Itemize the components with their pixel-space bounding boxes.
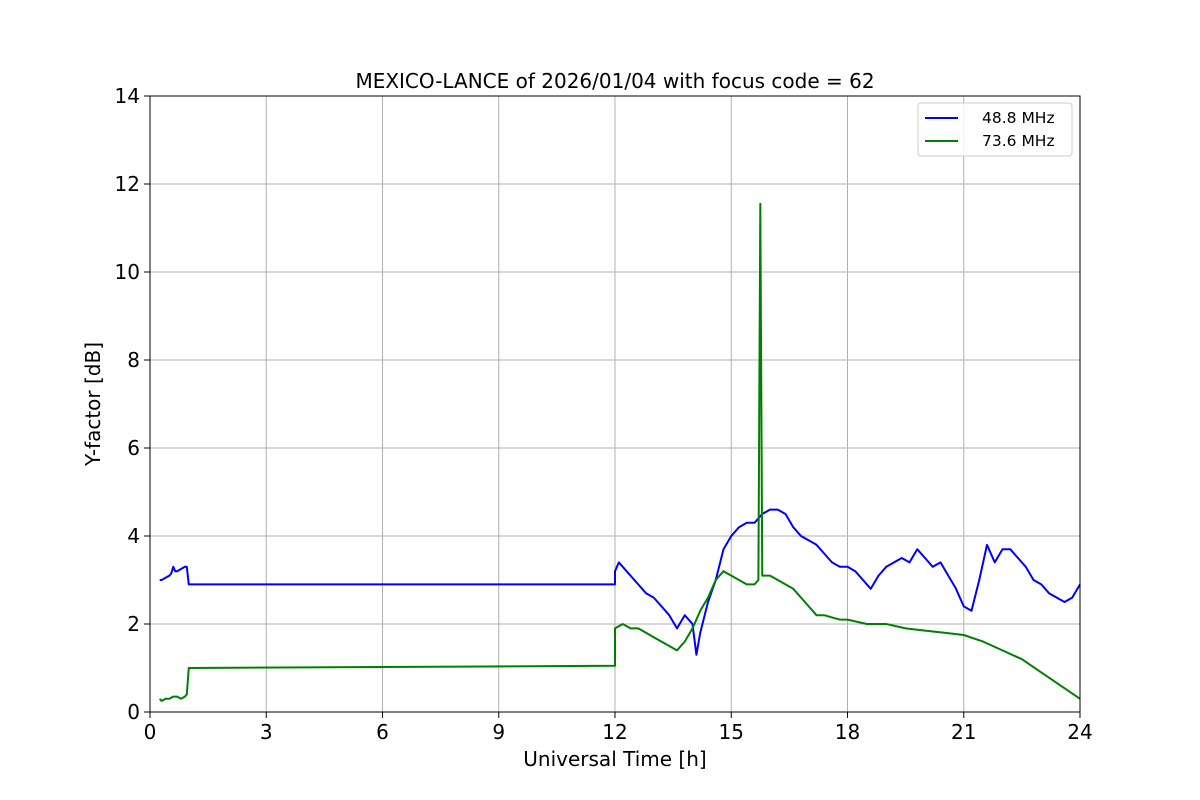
x-tick-label: 21 (951, 720, 976, 744)
y-tick-label: 0 (127, 700, 140, 724)
legend-box (917, 102, 1073, 157)
legend: 48.8 MHz 73.6 MHz (917, 102, 1073, 157)
series-line-1 (158, 202, 1081, 702)
x-tick-label: 6 (376, 720, 389, 744)
x-tick-label: 15 (719, 720, 744, 744)
legend-label-1: 73.6 MHz (982, 132, 1055, 150)
x-tick-label: 0 (144, 720, 157, 744)
y-tick-label: 2 (127, 612, 140, 636)
x-tick-label: 12 (602, 720, 627, 744)
y-tick-label: 8 (127, 348, 140, 372)
y-tick-label: 4 (127, 524, 140, 548)
legend-label-0: 48.8 MHz (982, 109, 1055, 127)
y-tick-label: 6 (127, 436, 140, 460)
series-line-0 (159, 508, 1081, 656)
series-lines (158, 202, 1081, 702)
chart-title: MEXICO-LANCE of 2026/01/04 with focus co… (355, 69, 874, 93)
grid (150, 96, 1080, 712)
y-tick-label: 14 (115, 84, 140, 108)
x-axis-label: Universal Time [h] (523, 747, 706, 771)
x-tick-label: 3 (260, 720, 273, 744)
x-tick-label: 18 (835, 720, 860, 744)
x-tick-label: 9 (492, 720, 505, 744)
x-tick-label: 24 (1067, 720, 1092, 744)
y-axis-label: Y-factor [dB] (81, 342, 105, 467)
y-tick-label: 10 (115, 260, 140, 284)
y-tick-label: 12 (115, 172, 140, 196)
